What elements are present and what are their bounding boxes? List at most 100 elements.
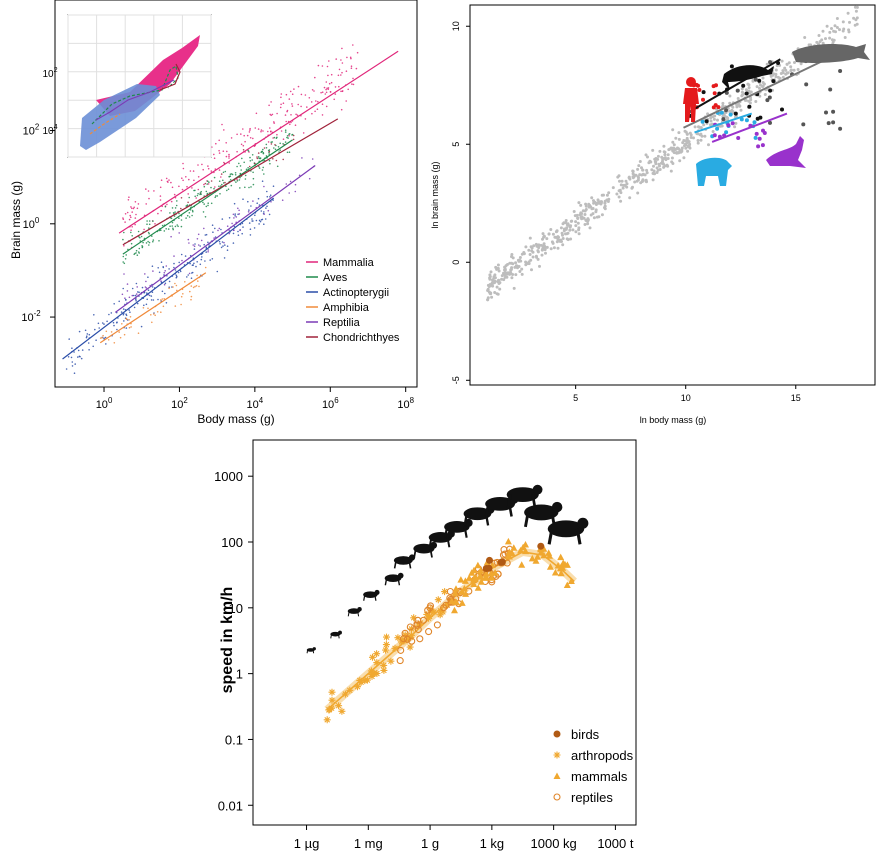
- point-gray: [522, 251, 526, 254]
- legend-marker: [553, 751, 561, 759]
- point-actinopterygii: [106, 320, 108, 323]
- point-reptiles: [397, 646, 405, 654]
- point-gray: [636, 191, 640, 195]
- point-gray: [549, 247, 553, 251]
- point-mammalia: [192, 170, 195, 172]
- point-gray: [573, 214, 577, 218]
- point-gray: [655, 171, 659, 174]
- point-mammalia: [124, 221, 126, 223]
- point-arthropods: [380, 666, 388, 674]
- point-gray: [597, 200, 601, 204]
- point-aves: [213, 187, 215, 190]
- inset-amphibian-outline: [89, 113, 121, 135]
- point-aves: [268, 159, 271, 162]
- cockroach-legs: [363, 594, 377, 601]
- point-arthropods: [406, 643, 414, 651]
- point-mammalia: [189, 170, 192, 172]
- point-gray: [511, 273, 515, 276]
- point-reptilia: [196, 238, 199, 240]
- legend-label: mammals: [571, 769, 628, 784]
- point-mammalia: [191, 187, 193, 189]
- point-actinopterygii: [214, 236, 217, 238]
- point-gray: [670, 160, 674, 164]
- panel-c-points: [323, 537, 575, 724]
- point-actinopterygii: [136, 302, 139, 305]
- point-mammalia: [130, 229, 132, 231]
- point-gray: [693, 125, 697, 129]
- point-gray: [496, 292, 500, 296]
- point-gray: [497, 278, 500, 282]
- point-gray: [656, 154, 660, 158]
- point-actinopterygii: [253, 227, 256, 229]
- point-mammalia: [356, 51, 359, 54]
- point-mammalia: [327, 88, 330, 91]
- point-actinopterygii: [251, 218, 253, 220]
- point-aves: [177, 225, 179, 228]
- point-actinopterygii: [135, 298, 137, 301]
- point-mammalia: [131, 226, 133, 228]
- point-reptilia: [200, 239, 203, 242]
- point-mammalia: [286, 110, 288, 113]
- point-actinopterygii: [74, 363, 76, 365]
- point-gray: [618, 179, 621, 183]
- point-aves: [140, 235, 143, 238]
- point-aves: [229, 179, 232, 181]
- point-aves: [147, 231, 150, 234]
- point-mammalia: [333, 98, 336, 101]
- point-actinopterygii: [232, 242, 235, 244]
- point-actinopterygii: [226, 249, 229, 251]
- point-actinopterygii: [110, 312, 113, 314]
- point-reptilia: [187, 238, 190, 241]
- point-gray: [721, 101, 725, 105]
- point-reptilia: [223, 241, 225, 244]
- point-gray: [682, 139, 686, 142]
- point-gray: [576, 221, 580, 225]
- point-mammalia: [197, 176, 200, 178]
- point-gray: [778, 76, 782, 80]
- point-amphibia: [162, 305, 165, 308]
- point-mammalia: [159, 195, 162, 197]
- point-gray: [545, 237, 549, 241]
- point-reptilia: [163, 283, 166, 286]
- point-actinopterygii: [220, 228, 222, 231]
- point-actinopterygii: [137, 291, 139, 293]
- point-aves: [286, 136, 288, 139]
- point-mammalia: [218, 152, 221, 154]
- point-actinopterygii: [138, 291, 140, 294]
- x-tick-label: 100: [96, 396, 113, 411]
- x-tick-label: 102: [171, 396, 188, 411]
- point-gray: [502, 271, 505, 275]
- point-primates: [697, 88, 702, 92]
- point-amphibia: [196, 274, 198, 277]
- point-mammalia: [255, 112, 258, 115]
- point-arthropods: [335, 702, 343, 710]
- point-mammalia: [329, 91, 332, 93]
- point-amphibia: [192, 286, 195, 289]
- point-gray: [644, 153, 648, 157]
- point-gray: [603, 204, 607, 208]
- point-reptiles: [399, 635, 408, 643]
- point-aves: [251, 154, 254, 156]
- point-reptilia: [170, 235, 172, 238]
- point-amphibia: [102, 334, 104, 337]
- point-reptiles: [413, 621, 421, 629]
- point-aves: [135, 252, 137, 254]
- point-aves: [265, 143, 268, 146]
- point-gray: [577, 201, 581, 205]
- point-amphibia: [163, 298, 165, 300]
- point-aves: [277, 146, 280, 148]
- panel-a-fit-lines: [62, 50, 399, 360]
- point-aves: [161, 224, 164, 227]
- point-aves: [230, 173, 233, 175]
- point-actinopterygii: [258, 219, 261, 222]
- point-gray: [654, 160, 658, 164]
- point-gray: [639, 181, 643, 185]
- point-aves: [235, 181, 237, 183]
- point-gray: [666, 157, 670, 160]
- point-gray: [721, 104, 725, 108]
- point-mammalia: [193, 179, 195, 182]
- point-actinopterygii: [95, 339, 97, 342]
- sperm-whale-silhouette: [792, 44, 870, 63]
- point-actinopterygii: [219, 243, 221, 245]
